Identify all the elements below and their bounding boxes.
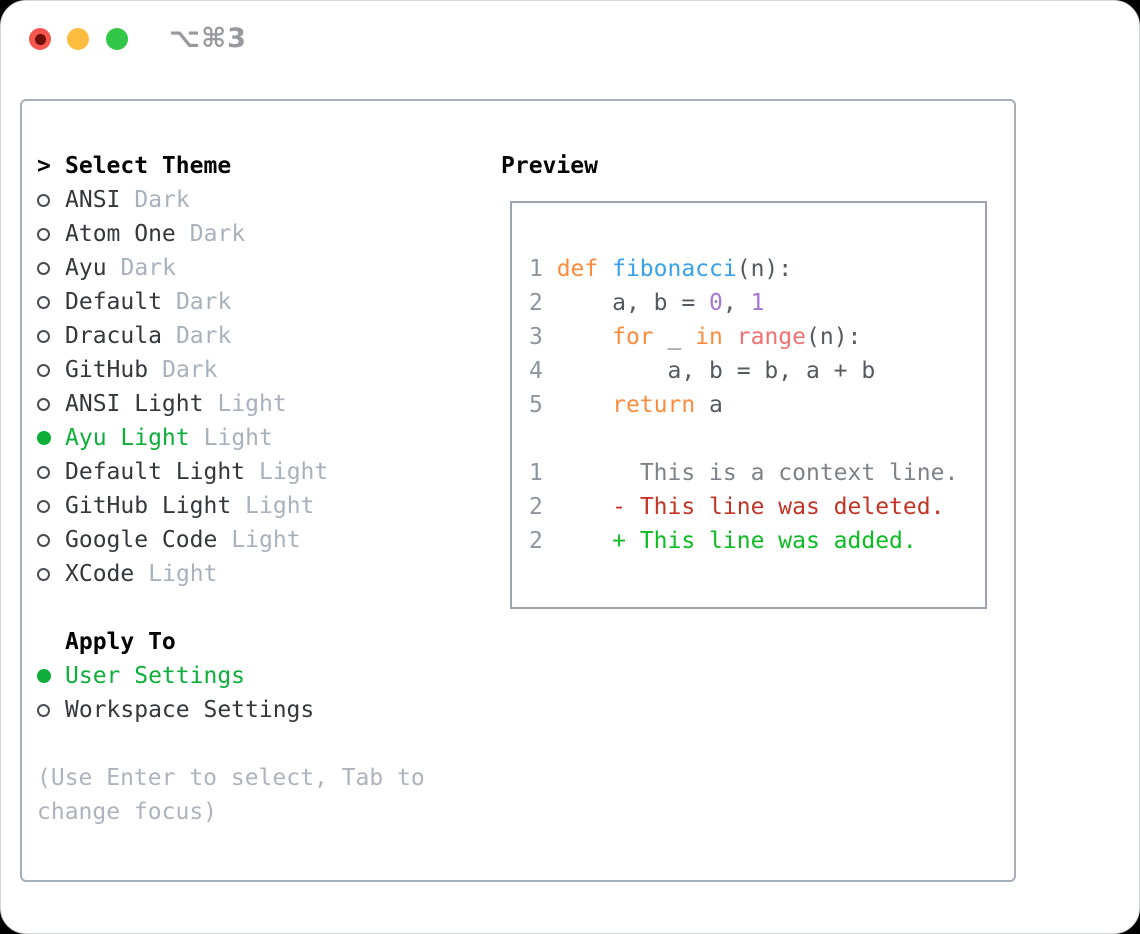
radio-icon — [37, 363, 50, 377]
window-title: ⌥⌘3 — [169, 23, 247, 54]
code-line: 4 a, b = b, a + b — [529, 358, 876, 384]
theme-item-ansi-dark[interactable]: ANSI Dark — [37, 183, 477, 217]
theme-settings-panel: > Select Theme ANSI Dark Atom One Dark A… — [20, 99, 1016, 882]
line-number: 2 — [529, 290, 543, 316]
preview-code-box: 1 def fibonacci(n): 2 a, b = 0, 1 3 for _… — [510, 201, 987, 609]
spacer — [37, 591, 477, 625]
line-number: 4 — [529, 358, 543, 384]
theme-item-atom-one-dark[interactable]: Atom One Dark — [37, 217, 477, 251]
theme-item-ansi-light[interactable]: ANSI Light Light — [37, 387, 477, 421]
line-number: 2 — [529, 494, 543, 520]
diff-marker — [612, 460, 626, 486]
diff-line-added: 2 + This line was added. — [529, 528, 917, 554]
spacer — [529, 422, 975, 456]
radio-icon — [37, 567, 50, 581]
theme-item-xcode[interactable]: XCode Light — [37, 557, 477, 591]
theme-item-default-dark[interactable]: Default Dark — [37, 285, 477, 319]
theme-item-dracula-dark[interactable]: Dracula Dark — [37, 319, 477, 353]
radio-icon — [37, 261, 50, 275]
code-line: 5 return a — [529, 392, 723, 418]
line-number: 1 — [529, 460, 543, 486]
titlebar: ⌥⌘3 — [1, 1, 1139, 99]
theme-item-default-light[interactable]: Default Light Light — [37, 455, 477, 489]
code-line: 3 for _ in range(n): — [529, 324, 862, 350]
selection-caret-icon: > — [37, 153, 51, 179]
diff-marker: + — [612, 528, 626, 554]
radio-selected-icon — [37, 431, 51, 445]
line-number: 1 — [529, 256, 543, 282]
hint-text-line2: change focus) — [37, 799, 218, 825]
code-line: 1 def fibonacci(n): — [529, 256, 793, 282]
theme-item-github-dark[interactable]: GitHub Dark — [37, 353, 477, 387]
radio-icon — [37, 227, 50, 241]
theme-item-ayu-dark[interactable]: Ayu Dark — [37, 251, 477, 285]
diff-line-deleted: 2 - This line was deleted. — [529, 494, 945, 520]
theme-item-github-light[interactable]: GitHub Light Light — [37, 489, 477, 523]
preview-title: Preview — [501, 153, 598, 179]
code-line: 2 a, b = 0, 1 — [529, 290, 765, 316]
radio-icon — [37, 703, 50, 717]
theme-item-ayu-light[interactable]: Ayu Light Light — [37, 421, 477, 455]
diff-marker: - — [612, 494, 626, 520]
line-number: 3 — [529, 324, 543, 350]
radio-icon — [37, 295, 50, 309]
radio-icon — [37, 329, 50, 343]
theme-list-title: Select Theme — [65, 153, 232, 179]
radio-selected-icon — [37, 669, 51, 683]
apply-option-user-settings[interactable]: User Settings — [37, 659, 477, 693]
radio-icon — [37, 397, 50, 411]
zoom-button[interactable] — [106, 28, 128, 50]
radio-icon — [37, 465, 50, 479]
apply-to-header: Apply To — [65, 629, 176, 655]
theme-item-google-code[interactable]: Google Code Light — [37, 523, 477, 557]
radio-icon — [37, 193, 50, 207]
apply-option-workspace-settings[interactable]: Workspace Settings — [37, 693, 477, 727]
spacer — [37, 727, 477, 761]
close-button[interactable] — [29, 28, 51, 50]
theme-list: > Select Theme ANSI Dark Atom One Dark A… — [37, 149, 477, 829]
line-number: 2 — [529, 528, 543, 554]
hint-text-line1: (Use Enter to select, Tab to — [37, 765, 425, 791]
radio-icon — [37, 499, 50, 513]
diff-line-context: 1 This is a context line. — [529, 460, 959, 486]
radio-icon — [37, 533, 50, 547]
theme-list-header: > Select Theme — [37, 149, 477, 183]
minimize-button[interactable] — [67, 28, 89, 50]
line-number: 5 — [529, 392, 543, 418]
